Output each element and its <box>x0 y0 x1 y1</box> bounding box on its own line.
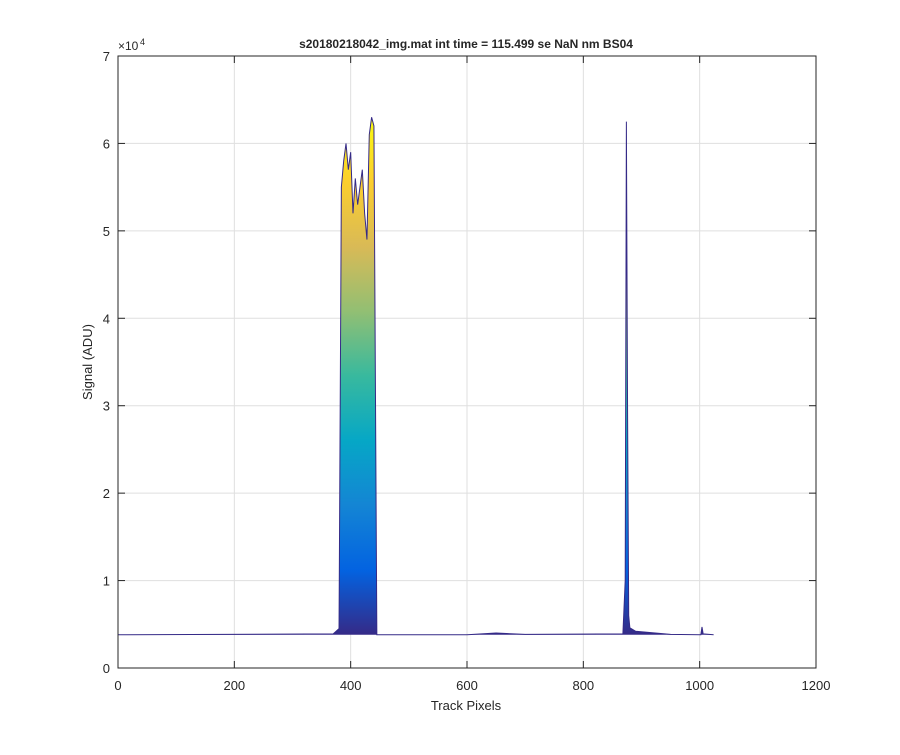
x-tick-labels: 0 200 400 600 800 1000 1200 <box>114 678 830 693</box>
y-axis-label: Signal (ADU) <box>80 324 95 400</box>
x-tick-label: 200 <box>223 678 245 693</box>
y-tick-label: 0 <box>103 661 110 676</box>
y-tick-label: 1 <box>103 574 110 589</box>
y-tick-label: 5 <box>103 224 110 239</box>
y-tick-label: 3 <box>103 399 110 414</box>
y-tick-label: 6 <box>103 136 110 151</box>
chart-title: s20180218042_img.mat int time = 115.499 … <box>299 37 633 51</box>
x-tick-label: 400 <box>340 678 362 693</box>
x-tick-label: 0 <box>114 678 121 693</box>
y-tick-labels: 0 1 2 3 4 5 6 7 <box>103 49 110 676</box>
x-tick-label: 800 <box>572 678 594 693</box>
y-tick-label: 2 <box>103 486 110 501</box>
y-tick-label: 7 <box>103 49 110 64</box>
x-axis-label: Track Pixels <box>431 698 502 713</box>
y-tick-label: 4 <box>103 311 110 326</box>
y-exponent-base: ×10 <box>118 39 139 53</box>
x-tick-label: 1000 <box>685 678 714 693</box>
x-tick-label: 600 <box>456 678 478 693</box>
x-tick-label: 1200 <box>802 678 831 693</box>
y-exponent-power: 4 <box>140 37 145 47</box>
